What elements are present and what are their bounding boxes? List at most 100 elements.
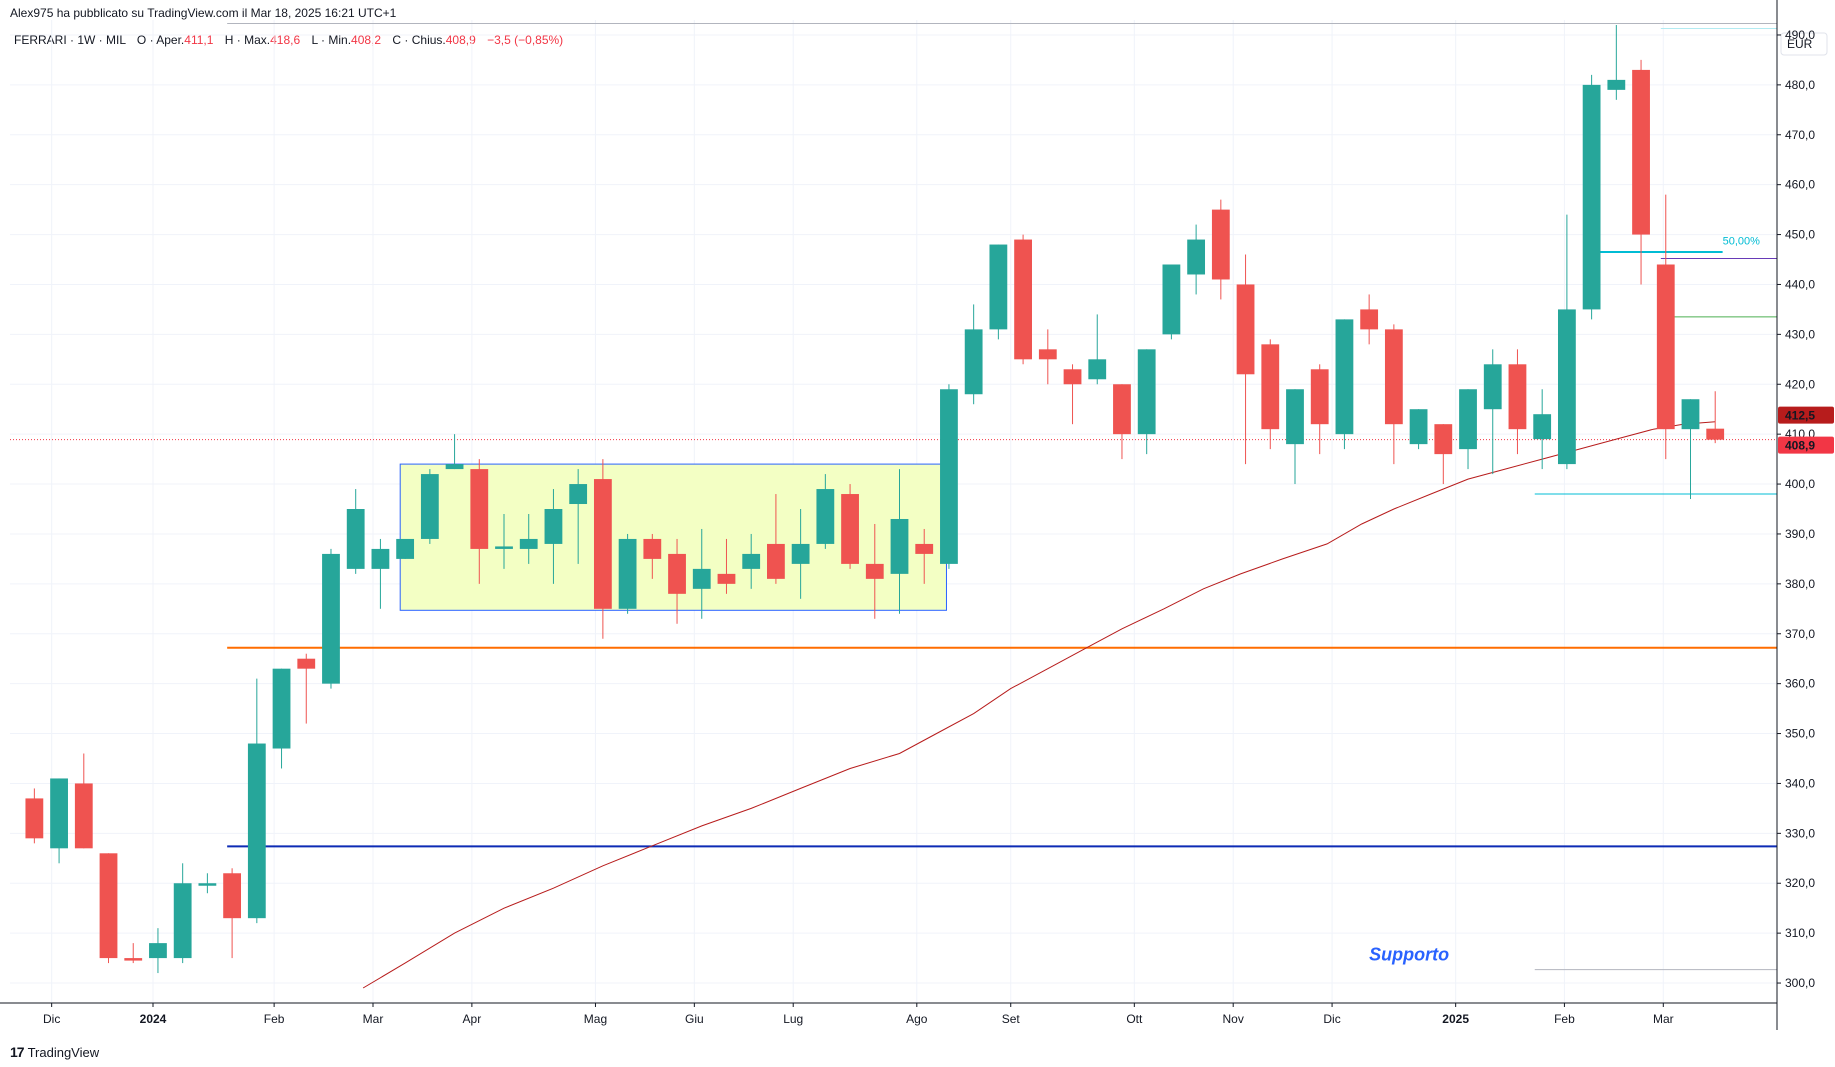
legend-low: 408,2 [351,33,382,47]
time-tick-label: Lug [783,1012,803,1026]
candle [643,533,662,579]
candle-body [1162,264,1181,335]
candle [865,523,884,619]
price-tick-label: 320,0 [1785,876,1815,890]
price-tick-label: 330,0 [1785,826,1815,840]
legend-high: 418,6 [270,33,301,47]
candle [1582,74,1601,320]
currency-box [1780,32,1828,56]
candle [1681,399,1700,500]
time-tick-label: Feb [264,1012,285,1026]
price-tick-label: 340,0 [1785,776,1815,790]
candle [371,538,390,609]
candle [1236,254,1255,465]
fib-50-label: 50,00% [1723,236,1761,248]
candle [1014,234,1032,365]
publisher-line: Alex975 ha pubblicato su TradingView.com… [10,6,397,20]
candle-body [346,509,365,569]
price-tick-label: 450,0 [1785,228,1815,242]
time-tick-label: Nov [1223,1012,1244,1026]
time-tick-label: Set [1002,1012,1021,1026]
candle [247,678,266,924]
candle [940,384,958,569]
candle-body [1360,309,1379,330]
candle [99,853,118,964]
legend-open-label: O · Aper. [136,33,185,47]
candle [692,528,711,619]
candle [1459,389,1477,470]
legend-close-label: C · Chius. [392,33,446,47]
candle [1607,24,1626,100]
candle-body [1384,329,1403,425]
candle-body [272,668,291,749]
time-tick-label: 2025 [1442,1012,1469,1026]
brand-name: TradingView [27,1044,100,1060]
moving-average-layer [362,421,1716,989]
candle [1137,349,1156,455]
candle-body [470,469,489,549]
candle [668,538,686,624]
candle-body [1409,409,1428,445]
candle [445,434,464,470]
candle [223,868,242,959]
candle-body [74,783,93,849]
candle [1088,314,1107,385]
candle-body [593,479,612,609]
candle [841,484,859,569]
candle-body [1211,209,1230,280]
tradingview-brand[interactable]: 17 TradingView [10,1044,99,1060]
price-tick-label: 420,0 [1785,377,1815,391]
candle-body [692,568,711,589]
price-tick-label: 310,0 [1785,926,1815,940]
price-axis: EUR 300,0 310,0 320,0 330,0 340,0 350,0 360,0 37… [1776,0,1835,1067]
candle [297,653,316,724]
moving-average-line [362,421,1716,989]
candle-body [1088,359,1107,380]
price-tick-label: 300,0 [1785,976,1815,990]
candle-body [223,873,242,919]
candle-body [816,489,835,544]
candle-body [643,538,662,559]
candle [964,304,983,405]
price-tick-label: 400,0 [1785,477,1815,491]
candle-body [50,778,68,849]
candle [569,469,588,564]
candle [1038,329,1057,385]
candle [1187,224,1206,295]
candle-body [569,484,588,505]
candle-body [1533,414,1552,440]
price-tick-label: 380,0 [1785,577,1815,591]
candle [396,538,415,559]
candle-body [1335,319,1354,435]
candle-body [124,958,143,961]
time-tick-label: Mar [363,1012,384,1026]
candle [989,244,1008,340]
time-tick-label: Giu [685,1012,704,1026]
tradingview-logo-icon: 17 [10,1044,25,1060]
price-axis-bg [1777,0,1835,1067]
price-tick-label: 470,0 [1785,128,1815,142]
candle [1261,339,1280,450]
candle-body [668,553,686,594]
legend-close: 408,9 [445,33,476,47]
legend-symbol[interactable]: FERRARI · 1W · MIL [14,33,126,47]
candle [791,509,810,599]
candle-body [1508,364,1527,430]
support-label: Supporto [1369,945,1449,965]
candle [1113,384,1131,460]
candle-body [322,553,340,684]
candle [1063,364,1082,425]
price-tick-label: 480,0 [1785,78,1815,92]
candle-body [1582,84,1601,310]
candle [1656,194,1675,460]
price-tag-label: 408,9 [1785,439,1815,453]
price-tick-label: 440,0 [1785,277,1815,291]
time-tick-label: Ago [906,1012,928,1026]
candle-body [1681,399,1700,430]
candle-body [544,509,563,544]
candle [767,494,785,584]
candle [74,753,93,849]
candle-body [99,853,118,959]
candle-body [519,538,538,549]
